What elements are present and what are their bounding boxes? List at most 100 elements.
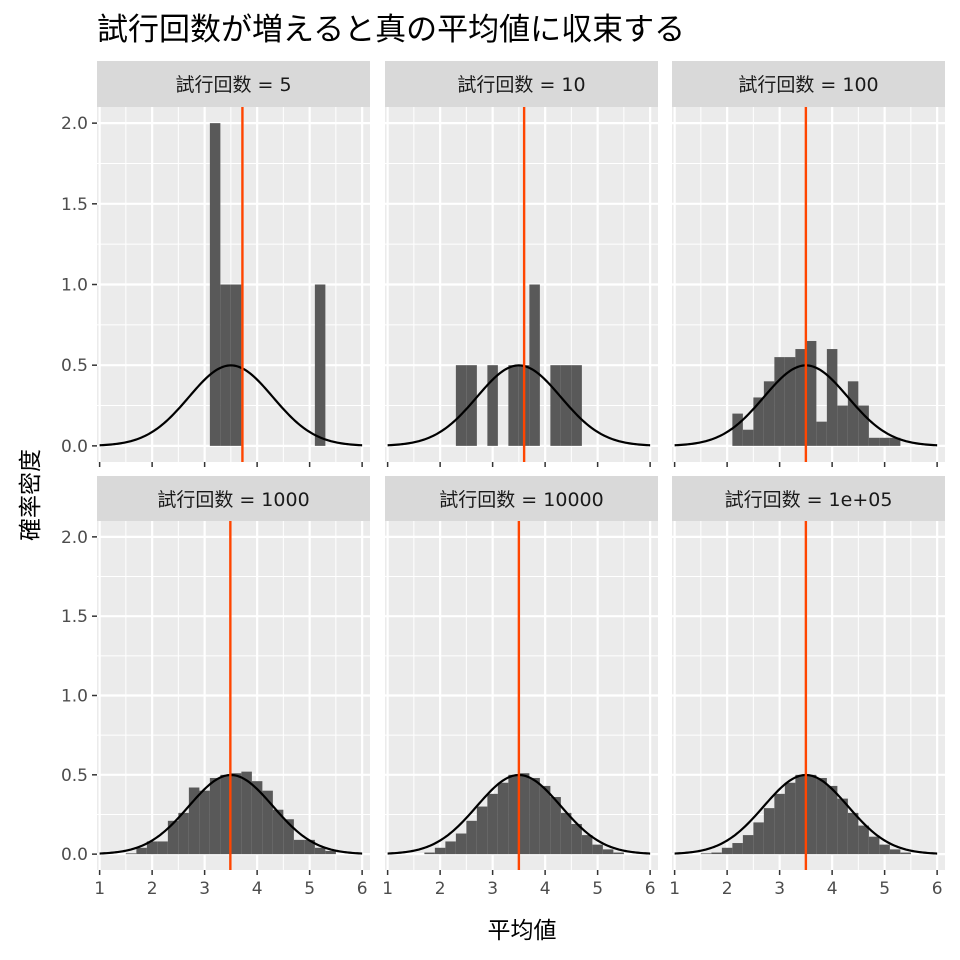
- histogram-bars: [700, 774, 911, 855]
- histogram-bar: [700, 853, 712, 855]
- y-axes-group: 0.0 0.5 1.0 1.5 2.0 0.0 0.5 1.0 1.5 2.0: [61, 114, 97, 865]
- x-tick-label: 1: [669, 879, 680, 899]
- y-tick-label: 2.0: [61, 528, 88, 548]
- y-tick-label: 1.5: [61, 195, 88, 215]
- histogram-bar: [889, 849, 901, 855]
- histogram-bar: [445, 841, 456, 855]
- histogram-bar: [602, 849, 614, 855]
- x-tick-label: 6: [932, 879, 943, 899]
- histogram-bar: [262, 790, 273, 855]
- x-tick-label: 4: [540, 879, 551, 899]
- histogram-bar: [805, 340, 817, 446]
- histogram-bar: [560, 365, 572, 446]
- histogram-bar: [837, 405, 848, 446]
- histogram-bar: [508, 365, 519, 446]
- y-tick-label: 2.0: [61, 114, 88, 134]
- panel-4: 試行回数 = 1000: [97, 476, 370, 870]
- histogram-bar: [424, 852, 435, 855]
- histogram-bar: [560, 812, 572, 855]
- histogram-bar: [188, 787, 200, 855]
- histogram-bar: [889, 437, 901, 446]
- histogram-bar: [753, 397, 764, 446]
- panel-strip-label: 試行回数 = 10000: [439, 489, 603, 511]
- histogram-bar: [868, 437, 880, 446]
- histogram-bar: [167, 820, 179, 855]
- histogram-bar: [550, 797, 561, 855]
- histogram-bar: [784, 782, 796, 855]
- histogram-bar: [847, 812, 859, 855]
- panel-1: 試行回数 = 5: [97, 61, 370, 462]
- histogram-bar: [858, 825, 869, 855]
- histogram-bar: [868, 836, 880, 855]
- histogram-bar: [434, 847, 446, 855]
- histogram-bar: [805, 774, 817, 855]
- normal-density-curve: [99, 364, 363, 447]
- panels-group: 試行回数 = 5 試行回数 = 10 試行回数 = 100 試行回数 = 1000 試行…: [97, 61, 945, 870]
- x-tick-label: 2: [722, 879, 733, 899]
- histogram-bars: [424, 773, 624, 855]
- y-tick-label: 1.0: [61, 687, 88, 707]
- histogram-bar: [136, 847, 147, 855]
- y-axis-title: 確率密度: [18, 449, 44, 541]
- histogram-bar: [455, 365, 467, 446]
- histogram-bar: [314, 847, 326, 855]
- histogram-bar: [455, 833, 467, 855]
- histogram-bar: [476, 806, 488, 855]
- histogram-bar: [774, 357, 785, 446]
- x-tick-label: 3: [487, 879, 498, 899]
- histogram-bar: [178, 812, 189, 855]
- histogram-bar: [753, 822, 764, 855]
- y-tick-label: 0.5: [61, 766, 88, 786]
- histogram-bar: [711, 852, 722, 855]
- panel-strip: [97, 61, 370, 107]
- histogram-bar: [125, 853, 137, 855]
- histogram-bar: [732, 413, 743, 446]
- x-tick-label: 1: [382, 879, 393, 899]
- histogram-bar: [581, 835, 593, 855]
- panel-2: 試行回数 = 10: [385, 61, 658, 462]
- chart-title: 試行回数が増えると真の平均値に収束する: [97, 12, 685, 48]
- histogram-bar: [325, 850, 336, 855]
- panel-3: 試行回数 = 100: [672, 61, 945, 462]
- x-tick-label: 5: [304, 879, 315, 899]
- x-tick-label: 5: [592, 879, 603, 899]
- histogram-bar: [550, 365, 561, 446]
- panel-strip: [672, 61, 945, 107]
- x-tick-label: 6: [357, 879, 368, 899]
- histogram-bar: [592, 844, 603, 855]
- histogram-bar: [230, 773, 242, 855]
- x-tick-label: 1: [94, 879, 105, 899]
- histogram-bar: [146, 841, 158, 855]
- x-axis-title: 平均値: [488, 918, 557, 944]
- histogram-bar: [209, 123, 221, 446]
- histogram-bar: [220, 774, 231, 855]
- histogram-bar: [283, 819, 294, 855]
- histogram-bar: [763, 808, 775, 855]
- histogram-bar: [795, 349, 806, 446]
- histogram-bar: [241, 771, 252, 855]
- x-tick-label: 5: [879, 879, 890, 899]
- histogram-bar: [539, 785, 551, 855]
- histogram-bar: [732, 843, 743, 855]
- histogram-bar: [826, 785, 838, 855]
- histogram-bar: [304, 839, 315, 855]
- histogram-bar: [529, 284, 540, 446]
- histogram-bar: [529, 777, 540, 855]
- histogram-bar: [487, 365, 498, 446]
- x-tick-label: 4: [827, 879, 838, 899]
- histogram-bar: [858, 405, 869, 446]
- histogram-bar: [613, 852, 624, 855]
- panel-strip: [97, 476, 370, 522]
- x-tick-label: 2: [435, 879, 446, 899]
- panel-strip-label: 試行回数 = 100: [738, 74, 878, 96]
- histogram-bar: [466, 820, 477, 855]
- histogram-bar: [837, 798, 848, 855]
- y-tick-label: 1.5: [61, 607, 88, 627]
- histogram-bar: [497, 782, 509, 855]
- histogram-bar: [157, 841, 168, 855]
- histogram-bar: [763, 381, 775, 446]
- histogram-bar: [251, 781, 263, 855]
- histogram-bar: [847, 381, 859, 446]
- x-tick-label: 3: [199, 879, 210, 899]
